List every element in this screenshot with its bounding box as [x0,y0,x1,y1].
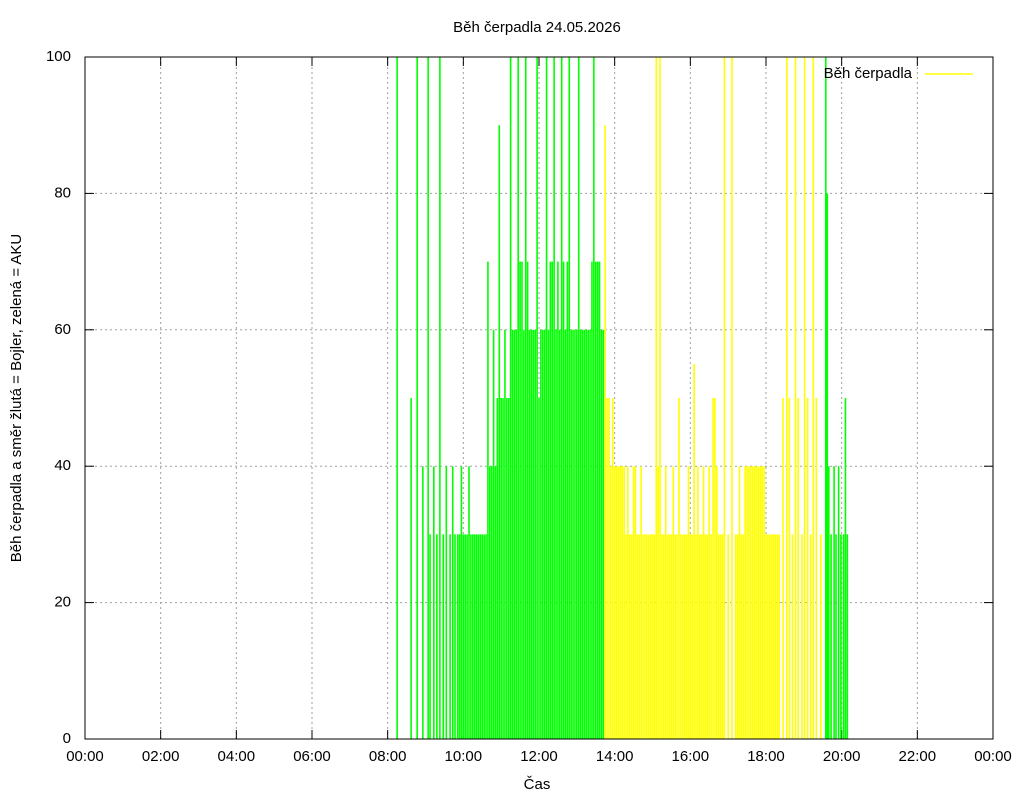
legend-label: Běh čerpadla [824,65,913,82]
y-tick-label: 80 [54,184,71,201]
x-tick-label: 10:00 [445,748,483,765]
x-tick-label: 00:00 [974,748,1012,765]
x-axis-label: Čas [524,776,551,793]
y-tick-label: 40 [54,457,71,474]
x-tick-label: 22:00 [899,748,937,765]
x-tick-label: 12:00 [520,748,558,765]
x-tick-label: 02:00 [142,748,180,765]
x-tick-label: 06:00 [293,748,331,765]
x-tick-label: 18:00 [747,748,785,765]
x-tick-label: 20:00 [823,748,861,765]
chart-title: Běh čerpadla 24.05.2026 [453,19,621,36]
x-tick-label: 08:00 [369,748,407,765]
plot-frame [84,56,994,740]
x-tick-label: 04:00 [218,748,256,765]
y-axis-label: Běh čerpadla a směr žlutá = Bojler, zele… [8,234,25,563]
y-tick-label: 100 [46,48,71,65]
y-tick-label: 20 [54,594,71,611]
y-tick-label: 0 [63,730,71,747]
y-tick-label: 60 [54,321,71,338]
x-tick-label: 16:00 [672,748,710,765]
x-tick-label: 00:00 [66,748,104,765]
x-tick-label: 14:00 [596,748,634,765]
